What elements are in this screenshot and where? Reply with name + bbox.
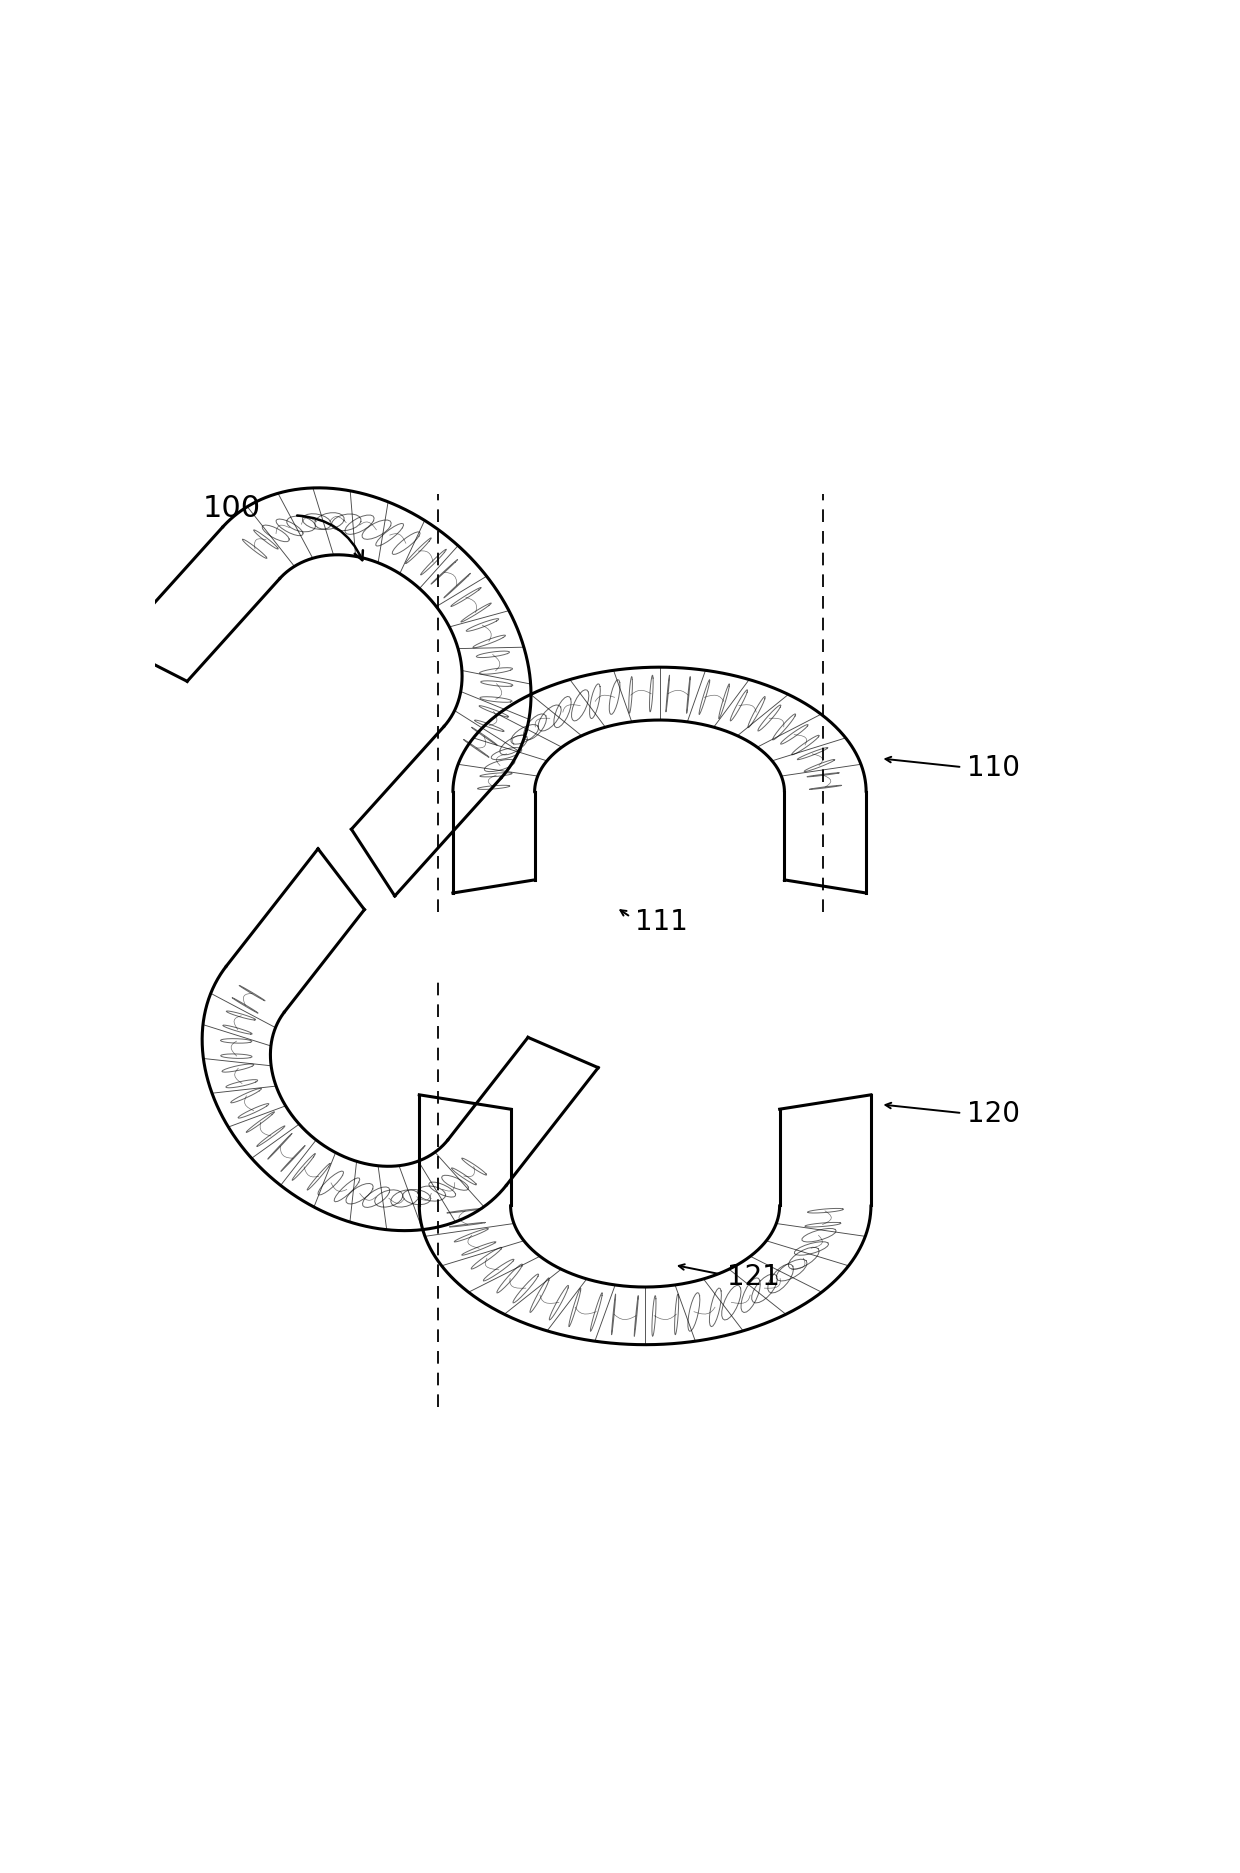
Text: 111: 111	[635, 908, 688, 936]
Text: 110: 110	[967, 755, 1021, 783]
Text: 100: 100	[203, 494, 262, 523]
Text: 120: 120	[967, 1099, 1021, 1128]
FancyArrowPatch shape	[298, 515, 363, 560]
Text: 121: 121	[727, 1264, 780, 1290]
